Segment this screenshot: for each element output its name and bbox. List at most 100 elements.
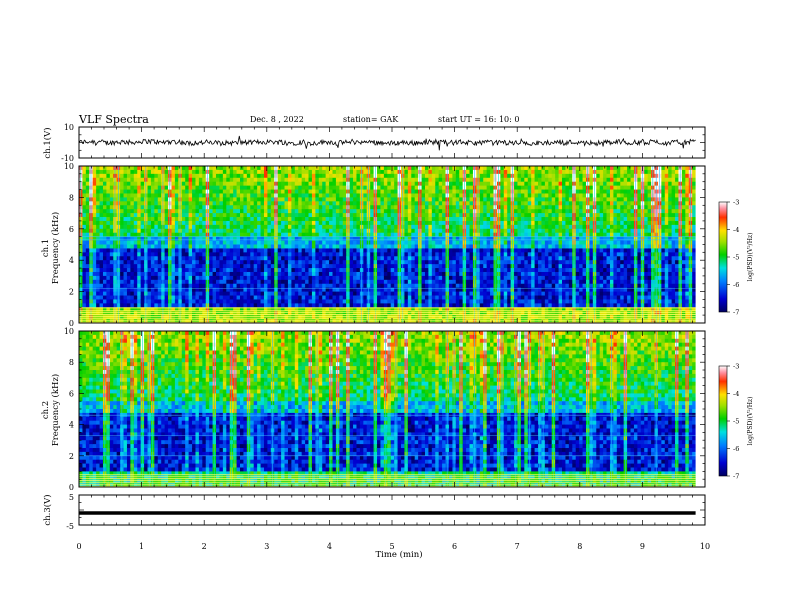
- spectrogram-cell: [459, 189, 464, 194]
- spectrogram-cell: [335, 228, 340, 234]
- spectrogram-cell: [106, 193, 111, 198]
- spectrogram-cell: [421, 291, 426, 296]
- spectrogram-cell: [150, 232, 155, 238]
- spectrogram-cell: [483, 303, 488, 308]
- spectrogram-cell: [236, 213, 241, 218]
- spectrogram-cell: [195, 228, 200, 234]
- spectrogram-cell: [339, 166, 344, 171]
- spectrogram-cell: [257, 236, 261, 241]
- spectrogram-cell: [123, 224, 128, 230]
- spectrogram-cell: [253, 260, 258, 265]
- spectrogram-cell: [202, 307, 207, 312]
- spectrogram-cell: [353, 205, 357, 210]
- spectrogram-cell: [486, 264, 491, 269]
- spectrogram-cell: [377, 240, 381, 245]
- spectrogram-cell: [233, 275, 237, 281]
- spectrogram-cell: [421, 217, 426, 222]
- spectrogram-cell: [380, 295, 385, 300]
- spectrogram-cell: [311, 311, 316, 316]
- spectrogram-cell: [85, 173, 90, 179]
- spectrogram-cell: [284, 271, 289, 277]
- spectrogram-cell: [431, 307, 436, 312]
- spectrogram-cell: [490, 244, 494, 249]
- spectrogram-cell: [479, 264, 484, 269]
- spectrogram-cell: [363, 236, 368, 241]
- spectrogram-cell: [407, 283, 412, 289]
- spectrogram-cell: [407, 291, 412, 296]
- spectrogram-cell: [226, 169, 231, 175]
- spectrogram-cell: [267, 271, 272, 277]
- spectrogram-cell: [229, 244, 234, 249]
- spectrogram-cell: [322, 264, 327, 269]
- spectrogram-cell: [263, 291, 268, 296]
- spectrogram-cell: [164, 217, 169, 222]
- spectrogram-cell: [226, 275, 231, 281]
- spectrogram-cell: [198, 307, 203, 312]
- spectrogram-cell: [380, 307, 385, 312]
- spectrogram-cell: [140, 315, 145, 320]
- spectrogram-cell: [133, 275, 138, 281]
- spectrogram-cell: [294, 275, 299, 281]
- spectrogram-cell: [192, 181, 196, 187]
- spectrogram-cell: [150, 169, 155, 175]
- spectrogram-cell: [243, 311, 248, 316]
- spectrogram-cell: [102, 264, 107, 269]
- spectrogram-cell: [99, 295, 104, 300]
- spectrogram-cell: [246, 169, 251, 175]
- spectrogram-cell: [353, 264, 357, 269]
- spectrogram-cell: [466, 213, 470, 218]
- spectrogram-cell: [188, 248, 193, 253]
- spectrogram-cell: [404, 217, 409, 222]
- spectrogram-cell: [411, 209, 416, 214]
- spectrogram-cell: [246, 299, 251, 304]
- spectrogram-cell: [459, 311, 464, 316]
- spectrogram-cell: [147, 240, 152, 245]
- spectrogram-cell: [377, 244, 381, 249]
- spectrogram-cell: [277, 217, 282, 222]
- spectrogram-cell: [404, 177, 409, 183]
- spectrogram-cell: [435, 185, 440, 190]
- spectrogram-cell: [318, 193, 323, 198]
- spectrogram-cell: [212, 303, 217, 308]
- spectrogram-cell: [188, 213, 193, 218]
- spectrogram-cell: [390, 287, 395, 293]
- spectrogram-cell: [263, 303, 268, 308]
- spectrogram-cell: [301, 295, 306, 300]
- spectrogram-cell: [356, 299, 361, 304]
- spectrogram-cell: [216, 166, 220, 171]
- spectrogram-cell: [267, 268, 272, 273]
- spectrogram-cell: [387, 205, 392, 210]
- spectrogram-cell: [353, 166, 357, 171]
- spectrogram-cell: [198, 244, 203, 249]
- spectrogram-cell: [411, 307, 416, 312]
- spectrogram-cell: [181, 295, 186, 300]
- spectrogram-cell: [284, 303, 289, 308]
- spectrogram-cell: [452, 264, 457, 269]
- spectrogram-cell: [483, 220, 488, 226]
- spectrogram-cell: [466, 307, 470, 312]
- spectrogram-cell: [267, 166, 272, 171]
- spectrogram-cell: [490, 189, 494, 194]
- spectrogram-cell: [325, 260, 330, 265]
- spectrogram-cell: [287, 295, 292, 300]
- spectrogram-cell: [469, 189, 474, 194]
- spectrogram-cell: [291, 193, 296, 198]
- spectrogram-cell: [109, 319, 114, 324]
- spectrogram-cell: [123, 295, 128, 300]
- spectrogram-cell: [120, 271, 124, 277]
- spectrogram-cell: [192, 291, 196, 296]
- spectrogram-cell: [226, 311, 231, 316]
- spectrogram-cell: [243, 177, 248, 183]
- spectrogram-cell: [431, 275, 436, 281]
- spectrogram-cell: [130, 236, 135, 241]
- spectrogram-cell: [137, 256, 142, 261]
- spectrogram-cell: [270, 260, 275, 265]
- spectrogram-cell: [147, 311, 152, 316]
- spectrogram-cell: [322, 228, 327, 234]
- spectrogram-cell: [311, 315, 316, 320]
- spectrogram-cell: [92, 240, 97, 245]
- spectrogram-cell: [85, 252, 90, 257]
- spectrogram-cell: [291, 205, 296, 210]
- spectrogram-cell: [202, 181, 207, 187]
- spectrogram-cell: [407, 299, 412, 304]
